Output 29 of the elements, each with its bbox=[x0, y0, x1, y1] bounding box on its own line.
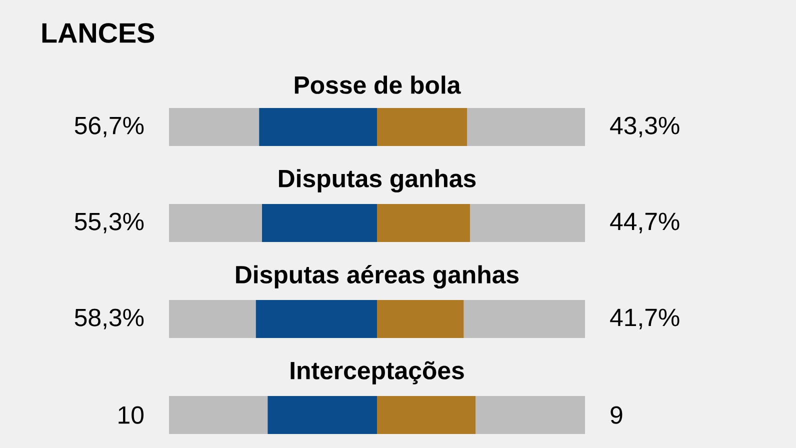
bar bbox=[169, 396, 268, 434]
y-tick-label: Disputas ganhas bbox=[279, 169, 476, 192]
data-label: 43,3% bbox=[610, 116, 680, 138]
data-label: 55,3% bbox=[74, 212, 144, 234]
bar bbox=[377, 300, 464, 338]
bar bbox=[169, 300, 256, 338]
bar bbox=[268, 396, 378, 434]
y-tick-label: Interceptações bbox=[290, 361, 464, 384]
data-label: 44,7% bbox=[610, 212, 680, 234]
annotation: 10 bbox=[118, 406, 144, 424]
bar bbox=[377, 396, 476, 434]
y-tick-label: Disputas aéreas ganhas bbox=[236, 264, 519, 289]
y-tick-label: Posse de bola bbox=[294, 76, 461, 94]
bar bbox=[467, 108, 586, 146]
data-label: 58,3% bbox=[74, 308, 144, 330]
bar bbox=[377, 204, 470, 242]
bar bbox=[470, 204, 586, 242]
bar bbox=[476, 396, 586, 434]
bar bbox=[464, 300, 586, 338]
bar bbox=[169, 108, 260, 146]
annotation: 9 bbox=[610, 406, 622, 424]
bar bbox=[262, 204, 378, 242]
data-label: 41,7% bbox=[610, 308, 680, 330]
bar bbox=[256, 300, 378, 338]
bar bbox=[377, 108, 468, 146]
chart-title: LANCES bbox=[42, 23, 154, 43]
data-label: 56,7% bbox=[74, 116, 144, 138]
bar bbox=[169, 204, 262, 242]
bar bbox=[259, 108, 378, 146]
